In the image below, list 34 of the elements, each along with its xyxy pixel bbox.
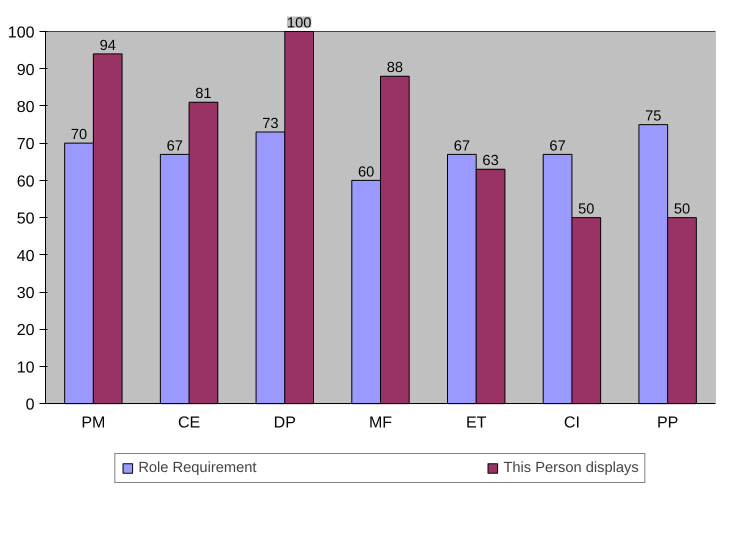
x-tick-label: CE — [178, 414, 200, 432]
data-label: 70 — [70, 127, 88, 144]
y-tick-label: 10 — [16, 359, 35, 376]
x-tick-label: PP — [656, 414, 678, 432]
y-tick-label: 40 — [16, 248, 35, 265]
y-tick-label: 60 — [16, 173, 35, 190]
data-label: 60 — [358, 164, 374, 180]
data-label: 88 — [386, 60, 404, 76]
data-label: 67 — [166, 138, 183, 154]
y-tick-label: 30 — [16, 285, 35, 302]
y-tick-label: 20 — [16, 322, 35, 340]
data-label: 75 — [645, 108, 662, 125]
legend-label: This Person displays — [503, 460, 639, 476]
x-tick-label: CI — [564, 414, 580, 432]
x-tick-label: MF — [368, 414, 392, 432]
x-tick-label: DP — [274, 414, 296, 432]
y-tick-label: 70 — [16, 136, 35, 154]
legend-label: Role Requirement — [138, 460, 256, 476]
y-tick-label: 100 — [8, 24, 35, 42]
data-label: 50 — [578, 202, 594, 218]
y-tick-label: 0 — [26, 396, 35, 414]
data-label: 67 — [454, 138, 470, 154]
data-label: 100 — [286, 16, 312, 32]
y-tick-label: 80 — [16, 98, 35, 116]
data-label: 67 — [549, 138, 566, 154]
x-tick-label: ET — [466, 414, 487, 432]
x-tick-label: PM — [81, 414, 106, 432]
data-label: 50 — [674, 202, 690, 218]
data-label: 81 — [195, 86, 212, 102]
data-label: 63 — [482, 153, 499, 170]
y-tick-label: 50 — [16, 210, 35, 228]
data-label: 73 — [262, 116, 279, 132]
y-tick-label: 90 — [16, 62, 35, 79]
data-label: 94 — [100, 38, 116, 54]
